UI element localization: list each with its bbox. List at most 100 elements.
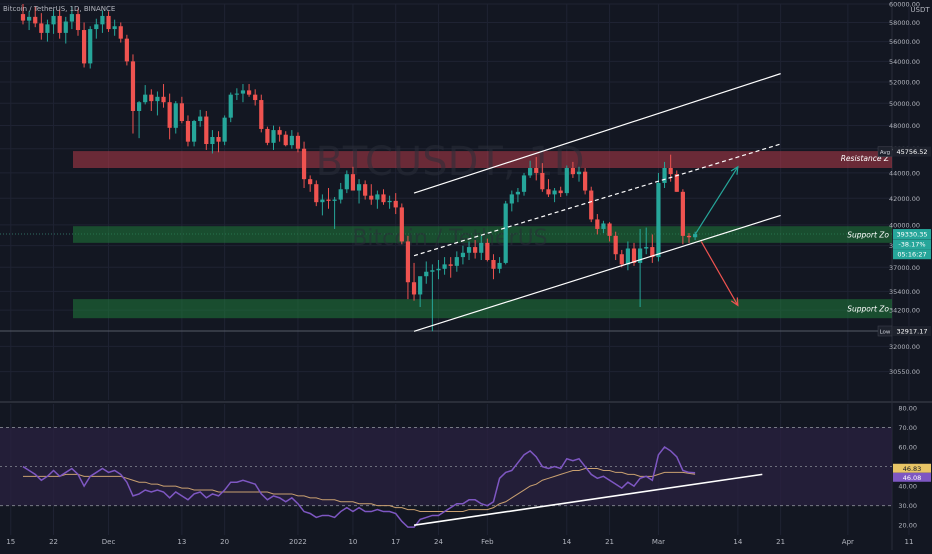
candle-body [314, 184, 319, 203]
candle-body [283, 134, 288, 146]
candle-body [564, 168, 569, 194]
candle-body [204, 116, 209, 145]
candle-body [686, 235, 692, 238]
arrow-up [694, 166, 739, 235]
price-tick-label: 30550.00 [889, 368, 920, 376]
candle-body [521, 175, 527, 192]
candle-body [424, 271, 429, 277]
candle-body [39, 23, 44, 33]
candle-body [399, 207, 404, 242]
price-tag-badge [877, 325, 893, 337]
price-tick-label: 58000.00 [889, 19, 920, 27]
candle-body [454, 257, 459, 266]
candle-body [118, 26, 123, 39]
candle-body [693, 234, 698, 238]
candle-body [271, 130, 276, 143]
price-tag-value: -38.17% [898, 241, 925, 249]
price-tick-label: 44000.00 [889, 169, 920, 177]
candle-body [94, 24, 99, 30]
support-zone-label: Support Zo [847, 231, 889, 240]
candle-body [619, 254, 624, 265]
candle-body [576, 171, 582, 175]
candle-body [308, 179, 313, 185]
candle-body [112, 26, 117, 30]
price-tag-badge [877, 146, 893, 157]
candle-body [20, 14, 26, 21]
candle-body [51, 15, 56, 25]
candle-body [363, 184, 368, 196]
symbol-title: Bitcoin / TetherUS, 1D, BINANCE [3, 5, 115, 13]
candle-body [130, 61, 136, 111]
candle-body [155, 96, 160, 102]
support-zone [73, 299, 892, 319]
candle-body [228, 94, 233, 118]
candle-body [466, 247, 472, 253]
price-tag [893, 239, 931, 250]
candle-body [540, 172, 545, 190]
candles [20, 4, 698, 332]
candle-body [338, 189, 343, 200]
candle-body [589, 190, 594, 220]
candle-body [595, 219, 600, 229]
candle-body [509, 194, 514, 204]
candle-body [485, 242, 490, 260]
rsi-ma-line [23, 468, 696, 513]
rsi-tick-label: 30.00 [898, 502, 917, 510]
watermark-ticker: BTCUSDT, 1D [315, 139, 584, 185]
date-tick-label: 13 [177, 538, 186, 546]
candle-body [668, 168, 673, 175]
candle-body [570, 168, 575, 175]
price-tick-label: 48000.00 [889, 122, 920, 130]
arrow-up-head [730, 165, 739, 175]
candle-body [418, 276, 423, 295]
date-tick-label: Mar [652, 538, 665, 546]
date-tick-label: 14 [733, 538, 742, 546]
candle-body [265, 128, 270, 143]
price-tick-label: 56000.00 [889, 38, 920, 46]
candle-body [45, 24, 50, 33]
rsi-tick-label: 20.00 [898, 522, 917, 530]
candle-body [607, 223, 612, 236]
candle-body [344, 174, 349, 190]
candle-body [491, 259, 496, 269]
candle-body [149, 94, 154, 102]
price-tag-name: Low [880, 329, 891, 335]
date-tick-label: Apr [842, 538, 854, 546]
date-tick-label: 11 [904, 538, 913, 546]
candle-body [436, 268, 441, 271]
candle-body [295, 135, 301, 149]
price-tag [893, 146, 931, 157]
channel-lower-line [413, 214, 781, 332]
rsi-pane [0, 426, 892, 528]
arrow-down-head [730, 297, 739, 307]
candle-body [411, 282, 417, 295]
candle-body [638, 248, 643, 263]
rsi-ma-tag-value: 46.83 [903, 465, 922, 473]
candle-body [534, 168, 539, 173]
candle-body [631, 248, 637, 263]
candle-body [143, 94, 148, 103]
candle-body [63, 21, 68, 33]
candle-body [253, 94, 258, 101]
candle-body [375, 194, 380, 200]
rsi-trendline [413, 473, 763, 527]
candle-body [448, 264, 453, 266]
candle-body [136, 102, 142, 111]
candle-body [350, 174, 356, 191]
candle-body [289, 135, 294, 146]
rsi-tag-value: 46.08 [903, 474, 922, 482]
axes: 60000.00 58000.00 56000.00 54000.00 52000.00… [6, 1, 931, 546]
arrow-down [700, 241, 739, 306]
candle-body [332, 199, 337, 201]
candle-body [558, 190, 563, 194]
candle-body [515, 191, 521, 195]
candle-body [552, 190, 557, 195]
candle-body [277, 130, 282, 135]
price-tag [893, 249, 931, 260]
rsi-tick-label: 70.00 [898, 424, 917, 432]
candle-body [387, 200, 392, 203]
candle-body [381, 194, 386, 203]
candle-body [356, 184, 362, 191]
candle-body [650, 247, 655, 258]
date-tick-label: 21 [605, 538, 614, 546]
